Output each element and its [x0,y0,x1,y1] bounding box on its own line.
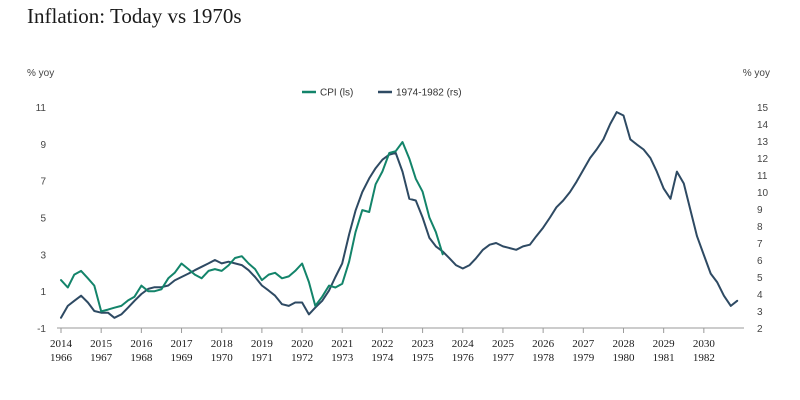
x-tick-label-top: 2021 [331,338,353,350]
x-tick-label-bottom: 1978 [532,352,555,364]
chart-axes: % yoy% yoy-11357911234567891011121314152… [27,68,770,364]
chart-lines [60,111,739,319]
x-tick-label-bottom: 1968 [130,352,153,364]
right-tick-label: 7 [757,239,763,250]
left-axis-unit-label: % yoy [27,68,54,79]
x-tick-label-top: 2017 [171,338,194,350]
x-tick-label-bottom: 1971 [251,352,273,364]
series-line-2 [60,111,739,319]
left-tick-label: 3 [40,250,46,261]
x-tick-label-top: 2027 [572,338,595,350]
right-tick-label: 9 [757,205,763,216]
x-tick-label-bottom: 1974 [371,352,394,364]
x-tick-label-bottom: 1972 [291,352,313,364]
x-tick-label-bottom: 1967 [90,352,113,364]
x-tick-label-top: 2018 [211,338,234,350]
chart-title: Inflation: Today vs 1970s [27,4,242,28]
right-tick-label: 3 [757,307,763,318]
x-tick-label-top: 2025 [492,338,515,350]
x-tick-label-bottom: 1977 [492,352,515,364]
right-tick-label: 11 [757,171,768,182]
right-tick-label: 15 [757,103,769,114]
chart-legend: CPI (ls) 1974-1982 (rs) [302,88,462,99]
x-tick-label-top: 2030 [693,338,716,350]
x-tick-label-top: 2029 [653,338,676,350]
x-tick-label-top: 2023 [412,338,435,350]
right-axis-unit-label: % yoy [743,68,770,79]
x-tick-label-bottom: 1982 [693,352,715,364]
x-tick-label-bottom: 1973 [331,352,354,364]
right-tick-label: 4 [757,290,763,301]
right-tick-label: 10 [757,188,769,199]
x-tick-label-bottom: 1979 [572,352,595,364]
x-tick-label-top: 2028 [612,338,635,350]
right-tick-label: 2 [757,324,763,335]
left-tick-label: 7 [40,177,46,188]
x-tick-label-bottom: 1969 [171,352,194,364]
x-tick-label-bottom: 1975 [412,352,435,364]
right-tick-label: 8 [757,222,763,233]
right-tick-label: 13 [757,137,769,148]
right-tick-label: 12 [757,154,769,165]
x-tick-label-bottom: 1980 [612,352,635,364]
x-tick-label-top: 2024 [452,338,475,350]
x-tick-label-bottom: 1970 [211,352,234,364]
left-tick-label: 11 [36,103,47,114]
legend-label-1: CPI (ls) [320,88,353,99]
right-tick-label: 5 [757,273,763,284]
series-line-1 [60,141,444,313]
x-tick-label-top: 2019 [251,338,274,350]
left-tick-label: 9 [40,140,46,151]
x-tick-label-top: 2016 [130,338,153,350]
legend-label-2: 1974-1982 (rs) [396,88,462,99]
left-tick-label: 5 [40,214,46,225]
x-tick-label-bottom: 1966 [50,352,73,364]
x-tick-label-bottom: 1976 [452,352,475,364]
x-tick-label-top: 2026 [532,338,555,350]
left-tick-label: -1 [37,324,46,335]
right-tick-label: 14 [757,120,769,131]
right-tick-label: 6 [757,256,763,267]
x-tick-label-top: 2014 [50,338,73,350]
x-tick-label-bottom: 1981 [653,352,675,364]
left-tick-label: 1 [40,287,46,298]
x-tick-label-top: 2022 [371,338,393,350]
x-tick-label-top: 2020 [291,338,314,350]
x-tick-label-top: 2015 [90,338,113,350]
